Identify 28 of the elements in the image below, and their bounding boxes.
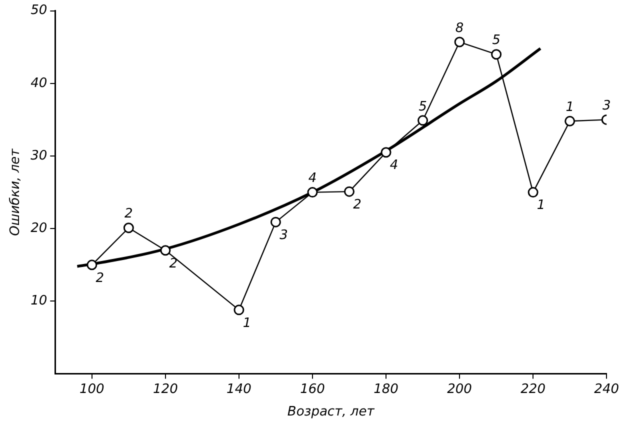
annotation: 1 xyxy=(566,100,574,116)
annotation: 3 xyxy=(280,228,288,243)
y-tick-label: 20 xyxy=(30,220,48,236)
y-tick-label: 30 xyxy=(30,148,48,164)
annotation: 5 xyxy=(492,33,500,48)
y-tick-label: 40 xyxy=(30,76,48,91)
x-axis-title: Возраст, лет xyxy=(287,404,375,420)
annotation: 5 xyxy=(418,99,427,114)
annotation: 1 xyxy=(536,198,546,214)
y-tick-label: 50 xyxy=(30,3,48,18)
annotation: 2 xyxy=(124,206,133,222)
annotation: 2 xyxy=(96,270,104,286)
annotation: 4 xyxy=(390,158,398,174)
annotation: 8 xyxy=(455,20,464,36)
annotation: 4 xyxy=(308,171,317,186)
x-tick-label: 120 xyxy=(153,382,178,397)
y-axis-title: Ошибки, лет xyxy=(8,148,24,236)
annotation: 1 xyxy=(242,316,252,331)
x-tick-label: 100 xyxy=(79,382,104,397)
x-tick-label: 180 xyxy=(374,382,398,397)
x-tick-label: 140 xyxy=(226,382,252,397)
y-tick-label: 10 xyxy=(30,294,48,309)
annotation: 3 xyxy=(602,98,611,114)
annotation: 2 xyxy=(353,197,362,212)
x-tick-label: 200 xyxy=(447,382,472,397)
x-tick-label: 220 xyxy=(520,382,546,397)
x-tick-label: 160 xyxy=(300,382,325,397)
x-tick-label: 240 xyxy=(594,382,620,397)
